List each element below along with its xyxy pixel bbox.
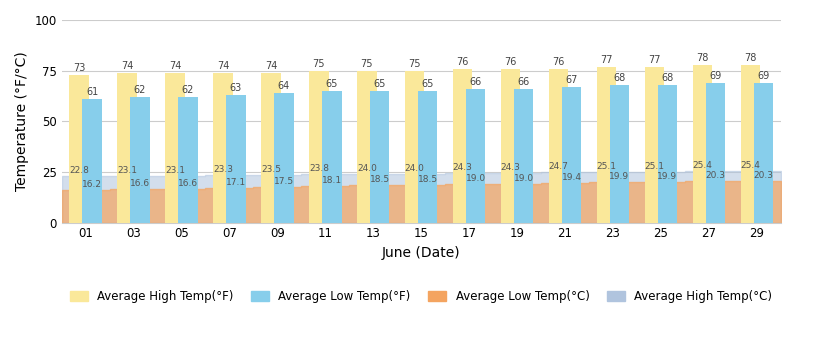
Text: 19.0: 19.0 <box>514 174 534 183</box>
Y-axis label: Temperature (°F/°C): Temperature (°F/°C) <box>15 51 29 191</box>
Text: 25.4: 25.4 <box>692 161 712 170</box>
Bar <box>261 73 281 223</box>
Text: 69: 69 <box>709 71 721 81</box>
Bar <box>117 73 137 223</box>
Bar <box>706 83 725 223</box>
Text: 62: 62 <box>182 85 194 95</box>
Text: 68: 68 <box>662 73 673 83</box>
Text: 77: 77 <box>648 55 661 65</box>
Text: 24.3: 24.3 <box>500 163 520 172</box>
Text: 65: 65 <box>325 79 338 89</box>
Text: 25.1: 25.1 <box>597 162 617 171</box>
Text: 76: 76 <box>553 57 564 67</box>
Text: 76: 76 <box>505 57 517 67</box>
Text: 65: 65 <box>374 79 386 89</box>
Bar <box>213 73 232 223</box>
Text: 17.1: 17.1 <box>226 178 246 187</box>
Text: 19.0: 19.0 <box>466 174 486 183</box>
Text: 18.1: 18.1 <box>322 176 342 185</box>
Text: 74: 74 <box>121 61 134 71</box>
Text: 16.6: 16.6 <box>178 179 198 188</box>
Bar <box>274 93 294 223</box>
Text: 17.5: 17.5 <box>274 177 294 186</box>
Text: 63: 63 <box>230 83 242 93</box>
Text: 61: 61 <box>86 87 98 97</box>
Bar <box>178 97 198 223</box>
Text: 69: 69 <box>757 71 769 81</box>
Bar <box>754 83 773 223</box>
Bar <box>740 64 760 223</box>
Bar <box>693 64 712 223</box>
Text: 66: 66 <box>517 77 530 87</box>
Text: 23.5: 23.5 <box>261 165 281 174</box>
Bar <box>370 91 389 223</box>
Text: 74: 74 <box>217 61 229 71</box>
Bar <box>501 69 520 223</box>
Text: 78: 78 <box>745 53 756 63</box>
Bar <box>70 75 89 223</box>
Text: 75: 75 <box>360 59 373 69</box>
Bar <box>562 87 581 223</box>
Text: 18.5: 18.5 <box>369 175 390 184</box>
Bar <box>227 95 246 223</box>
Text: 73: 73 <box>73 63 85 73</box>
Legend: Average High Temp(°F), Average Low Temp(°F), Average Low Temp(°C), Average High : Average High Temp(°F), Average Low Temp(… <box>66 285 777 308</box>
Bar <box>610 85 629 223</box>
Text: 25.4: 25.4 <box>740 161 760 170</box>
Text: 16.6: 16.6 <box>130 179 150 188</box>
Text: 23.8: 23.8 <box>309 164 329 173</box>
Text: 78: 78 <box>696 53 709 63</box>
Text: 24.3: 24.3 <box>452 163 472 172</box>
Bar <box>322 91 341 223</box>
Bar <box>130 97 149 223</box>
Bar <box>165 73 185 223</box>
Text: 76: 76 <box>457 57 469 67</box>
Text: 20.3: 20.3 <box>706 171 725 180</box>
Bar <box>514 89 534 223</box>
Text: 23.3: 23.3 <box>213 165 233 174</box>
Text: 16.2: 16.2 <box>82 180 102 189</box>
Text: 65: 65 <box>422 79 434 89</box>
Text: 74: 74 <box>265 61 277 71</box>
X-axis label: June (Date): June (Date) <box>382 246 461 260</box>
Text: 24.0: 24.0 <box>405 164 425 173</box>
Bar <box>597 67 616 223</box>
Text: 23.1: 23.1 <box>165 166 185 175</box>
Bar <box>418 91 437 223</box>
Text: 75: 75 <box>408 59 421 69</box>
Text: 77: 77 <box>600 55 613 65</box>
Bar <box>82 99 102 223</box>
Text: 62: 62 <box>134 85 146 95</box>
Text: 66: 66 <box>470 77 481 87</box>
Text: 25.1: 25.1 <box>644 162 665 171</box>
Bar <box>309 71 329 223</box>
Text: 68: 68 <box>613 73 626 83</box>
Bar <box>466 89 486 223</box>
Text: 74: 74 <box>168 61 181 71</box>
Bar <box>357 71 377 223</box>
Bar <box>657 85 677 223</box>
Text: 19.9: 19.9 <box>609 172 629 181</box>
Text: 19.4: 19.4 <box>562 173 582 182</box>
Text: 24.0: 24.0 <box>357 164 377 173</box>
Text: 19.9: 19.9 <box>657 172 677 181</box>
Text: 22.8: 22.8 <box>69 166 89 175</box>
Text: 18.5: 18.5 <box>417 175 437 184</box>
Text: 64: 64 <box>278 81 290 91</box>
Bar <box>405 71 424 223</box>
Text: 23.1: 23.1 <box>117 166 137 175</box>
Text: 24.7: 24.7 <box>549 163 569 172</box>
Bar <box>453 69 472 223</box>
Text: 67: 67 <box>565 75 578 85</box>
Text: 20.3: 20.3 <box>754 171 774 180</box>
Bar <box>549 69 569 223</box>
Text: 75: 75 <box>313 59 325 69</box>
Bar <box>645 67 664 223</box>
